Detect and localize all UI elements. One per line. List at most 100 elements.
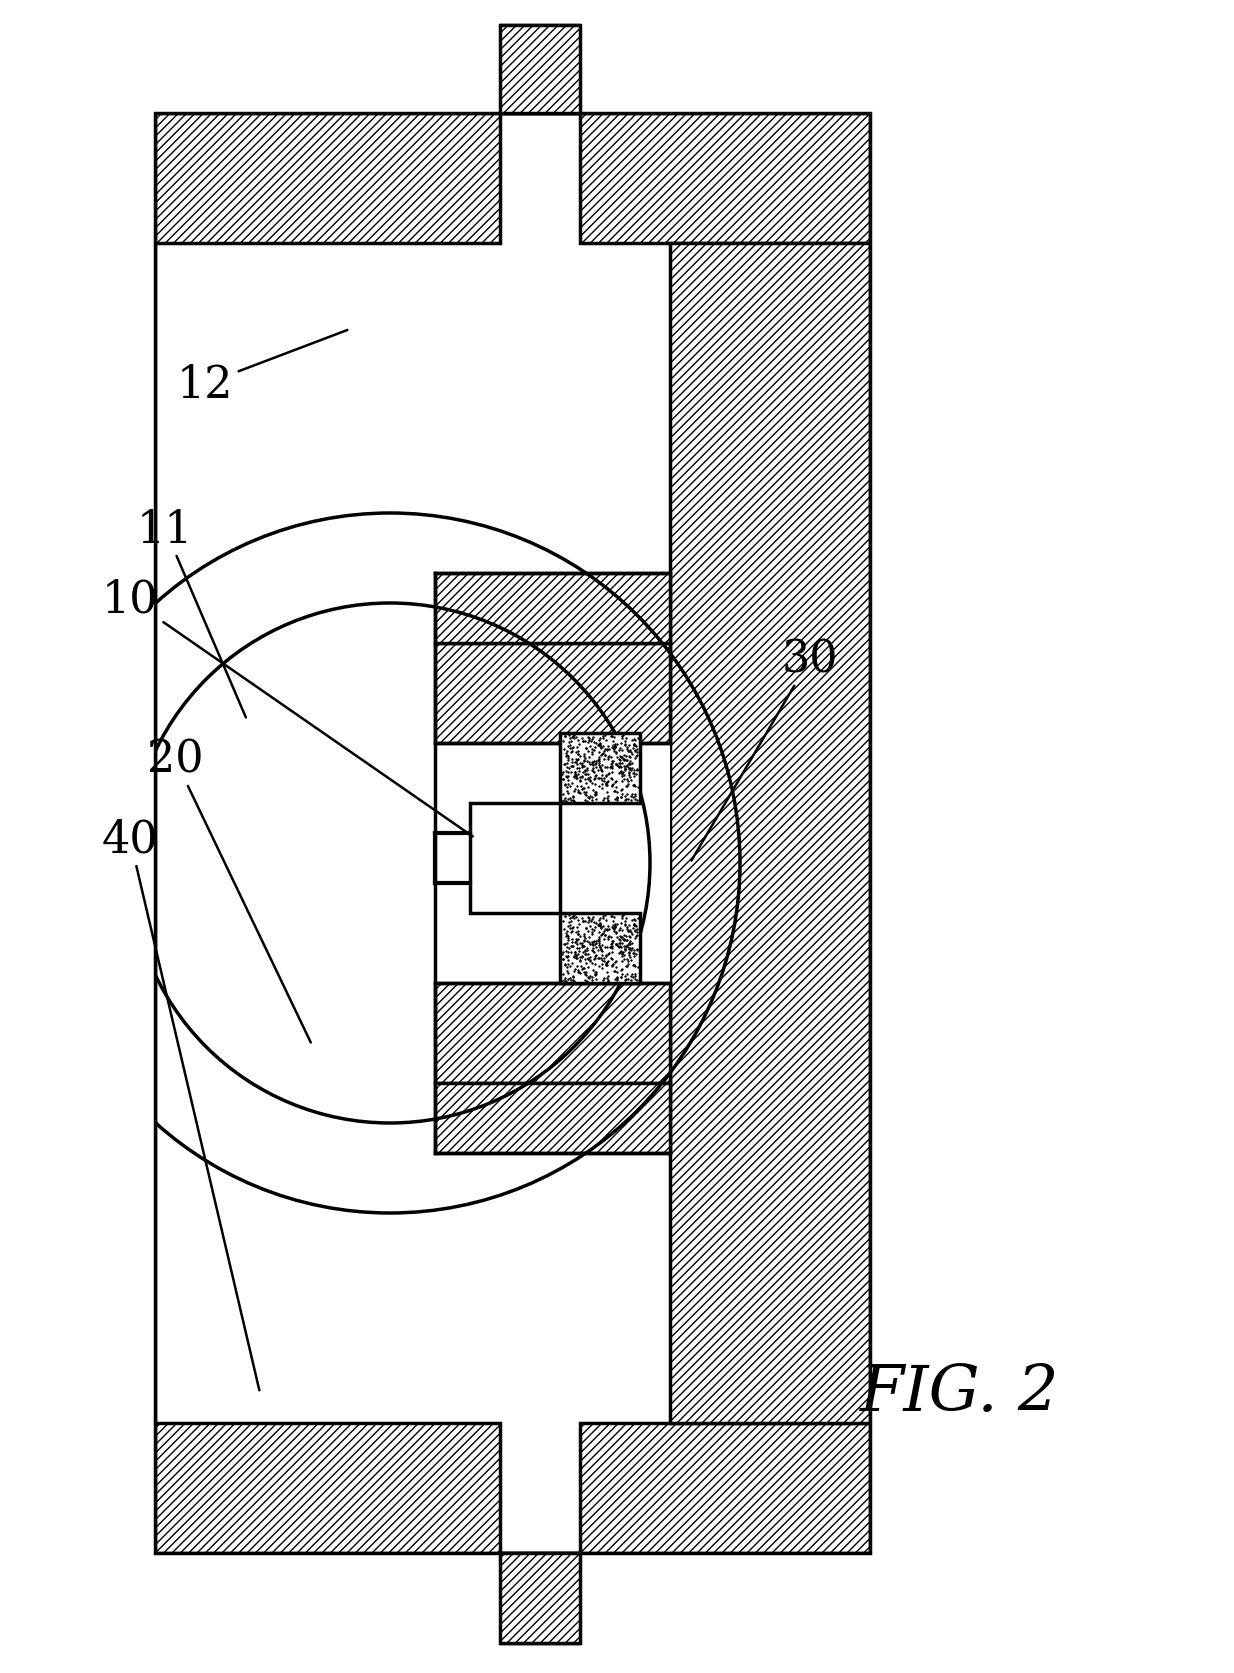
Point	[578, 748, 597, 775]
Point	[579, 761, 598, 788]
Point	[589, 945, 608, 972]
Point	[612, 903, 632, 930]
Point	[584, 935, 603, 962]
Point	[584, 917, 603, 944]
Point	[566, 724, 586, 751]
Point	[586, 910, 606, 937]
Point	[597, 913, 617, 940]
Point	[602, 734, 622, 761]
Point	[596, 761, 616, 788]
Point	[592, 741, 612, 768]
Point	[576, 736, 596, 763]
Point	[607, 964, 627, 990]
Point	[597, 969, 617, 995]
Point	[612, 947, 632, 974]
Point	[582, 957, 602, 984]
Point	[563, 932, 582, 959]
Point	[576, 915, 596, 942]
Point	[582, 932, 602, 959]
Point	[586, 929, 606, 955]
Point	[624, 917, 644, 944]
Point	[580, 929, 600, 955]
Point	[607, 923, 627, 950]
Point	[573, 728, 592, 755]
Point	[626, 773, 645, 800]
Point	[574, 927, 594, 954]
Point	[582, 937, 602, 964]
Point	[558, 944, 578, 970]
Point	[598, 744, 618, 771]
Point	[612, 751, 632, 778]
Point	[565, 750, 585, 776]
Point	[621, 738, 640, 765]
Point	[605, 918, 624, 945]
Point	[605, 778, 624, 805]
Point	[566, 944, 586, 970]
Point	[612, 905, 632, 932]
Point	[584, 940, 603, 967]
Point	[603, 915, 623, 942]
Point	[608, 761, 628, 788]
Point	[582, 930, 602, 957]
Point	[581, 788, 601, 815]
Point	[554, 967, 574, 994]
Point	[571, 934, 591, 960]
Point	[569, 907, 589, 934]
Point	[602, 723, 622, 750]
Point	[589, 929, 608, 955]
Point	[561, 934, 581, 960]
Point	[594, 927, 613, 954]
Point	[589, 912, 608, 939]
Point	[574, 920, 594, 947]
Point	[568, 920, 587, 947]
Point	[621, 929, 640, 955]
Point	[557, 765, 576, 791]
Point	[616, 937, 636, 964]
Point	[617, 947, 637, 974]
Point	[624, 738, 644, 765]
Point	[581, 728, 601, 755]
Point	[590, 912, 610, 939]
Point	[622, 741, 642, 768]
Point	[592, 955, 612, 982]
Bar	[580, 114, 870, 244]
Point	[595, 741, 615, 768]
Point	[623, 952, 643, 979]
Point	[581, 930, 601, 957]
Point	[580, 932, 600, 959]
Point	[563, 738, 582, 765]
Point	[575, 939, 595, 965]
Point	[570, 947, 590, 974]
Point	[619, 944, 639, 970]
Point	[624, 731, 644, 758]
Point	[605, 778, 624, 805]
Point	[580, 913, 600, 940]
Point	[576, 736, 596, 763]
Point	[617, 736, 637, 763]
Point	[627, 743, 647, 770]
Point	[608, 751, 628, 778]
Bar	[500, 27, 580, 114]
Text: 11: 11	[137, 509, 246, 718]
Point	[594, 746, 613, 773]
Point	[602, 935, 622, 962]
Point	[591, 937, 611, 964]
Point	[602, 952, 622, 979]
Point	[579, 903, 598, 930]
Point	[617, 766, 637, 793]
Point	[594, 724, 613, 751]
Point	[585, 763, 605, 790]
Point	[565, 761, 585, 788]
Point	[575, 947, 595, 974]
Point	[564, 788, 584, 815]
Point	[623, 964, 643, 990]
Point	[603, 771, 623, 798]
Point	[606, 949, 626, 975]
Point	[557, 944, 576, 970]
Point	[624, 728, 644, 755]
Bar	[155, 114, 500, 244]
Point	[585, 780, 605, 806]
Point	[603, 731, 623, 758]
Point	[568, 741, 587, 768]
Point	[595, 945, 615, 972]
